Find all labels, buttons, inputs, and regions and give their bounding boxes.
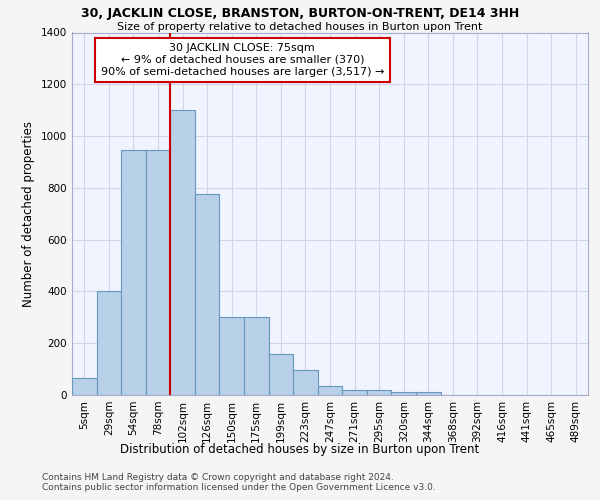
Bar bbox=[72, 378, 97, 395]
Bar bbox=[170, 110, 195, 395]
Bar bbox=[220, 318, 244, 395]
Text: 30 JACKLIN CLOSE: 75sqm
← 9% of detached houses are smaller (370)
90% of semi-de: 30 JACKLIN CLOSE: 75sqm ← 9% of detached… bbox=[101, 44, 384, 76]
Text: 30, JACKLIN CLOSE, BRANSTON, BURTON-ON-TRENT, DE14 3HH: 30, JACKLIN CLOSE, BRANSTON, BURTON-ON-T… bbox=[81, 8, 519, 20]
Text: Contains public sector information licensed under the Open Government Licence v3: Contains public sector information licen… bbox=[42, 484, 436, 492]
Bar bbox=[293, 370, 318, 395]
Bar bbox=[367, 390, 391, 395]
Bar bbox=[342, 390, 367, 395]
Y-axis label: Number of detached properties: Number of detached properties bbox=[22, 120, 35, 306]
Bar bbox=[195, 194, 220, 395]
Bar bbox=[269, 354, 293, 395]
Bar bbox=[121, 150, 146, 395]
Bar bbox=[416, 392, 440, 395]
Bar bbox=[244, 318, 269, 395]
Bar bbox=[97, 292, 121, 395]
Text: Distribution of detached houses by size in Burton upon Trent: Distribution of detached houses by size … bbox=[121, 442, 479, 456]
Bar bbox=[318, 386, 342, 395]
Bar bbox=[391, 392, 416, 395]
Text: Size of property relative to detached houses in Burton upon Trent: Size of property relative to detached ho… bbox=[118, 22, 482, 32]
Text: Contains HM Land Registry data © Crown copyright and database right 2024.: Contains HM Land Registry data © Crown c… bbox=[42, 472, 394, 482]
Bar bbox=[146, 150, 170, 395]
